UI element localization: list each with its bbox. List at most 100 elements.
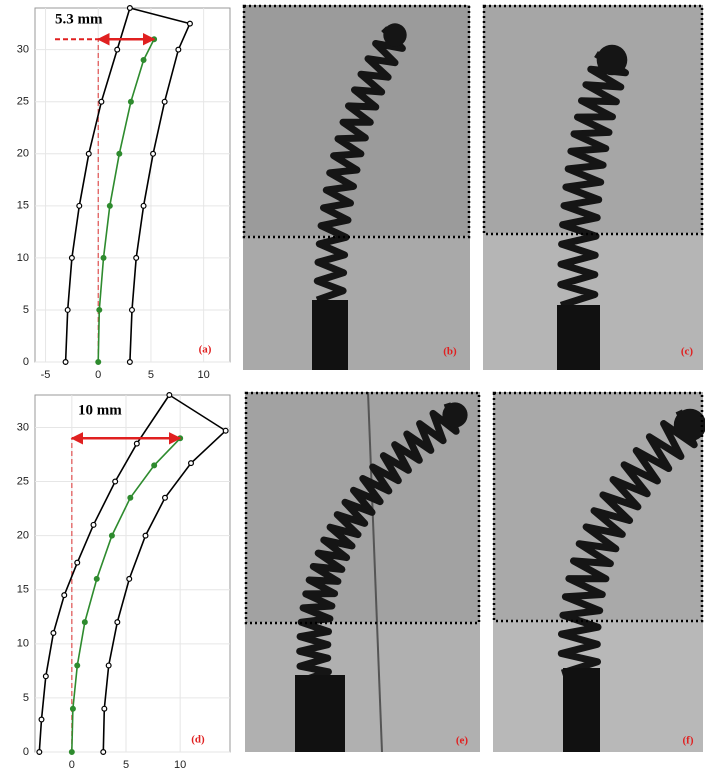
data-point [188,460,195,467]
data-point [74,662,81,669]
data-point [162,494,169,501]
data-point [100,254,107,261]
data-point [68,254,75,261]
x-tick-label: 0 [95,369,101,381]
data-point [42,673,49,680]
spring-tip [673,408,705,442]
data-point [61,592,68,599]
spring [296,402,460,685]
guide-wire [367,391,383,753]
annotation: 5.3 mm [55,11,103,27]
data-point [96,306,103,313]
data-point [93,575,100,582]
spring-tip [383,23,407,47]
x-tick-label: 5 [123,759,129,771]
base-tube [312,300,348,370]
y-tick-label: 10 [17,252,29,264]
spring [557,51,629,309]
y-tick-label: 15 [17,584,29,596]
data-point [140,202,147,209]
data-point [105,662,112,669]
data-point [142,532,149,539]
data-point [100,748,107,755]
data-point [126,359,133,366]
y-tick-label: 10 [17,638,29,650]
y-tick-label: 20 [17,530,29,542]
base-tube [557,305,600,370]
data-point [64,306,71,313]
data-point [222,427,229,434]
x-tick-label: 10 [174,759,186,771]
data-point [38,716,45,723]
dotted-frame [244,391,481,625]
series-line [129,23,191,363]
y-tick-label: 25 [17,475,29,487]
data-point [112,478,119,485]
y-tick-label: 30 [17,421,29,433]
dotted-frame [492,391,704,623]
data-point [127,98,134,105]
tip-segment [129,7,191,25]
y-tick-label: 5 [23,304,29,316]
data-point [175,46,182,53]
data-point [108,532,115,539]
panel-label: (d) [191,734,205,746]
data-point [101,705,108,712]
data-point [127,494,134,501]
panel-label: (b) [443,346,457,358]
base-tube [563,668,600,752]
data-point [161,98,168,105]
data-point [95,359,102,366]
x-tick-label: 0 [69,759,75,771]
base-tube [295,675,345,752]
data-point [116,150,123,157]
data-point [76,202,83,209]
y-tick-label: 0 [23,746,29,758]
data-point [106,202,113,209]
data-point [133,440,140,447]
panel-label: (f) [683,735,694,747]
data-point [133,254,140,261]
data-point [166,392,173,399]
data-point [62,359,69,366]
x-tick-label: -5 [41,369,51,381]
data-point [68,748,75,755]
data-point [126,4,133,12]
spring [313,26,406,304]
data-point [114,46,121,53]
series-line [64,7,131,363]
x-tick-label: 10 [198,369,210,381]
data-point [114,619,121,626]
spring-tip [442,402,468,428]
data-point [36,748,43,755]
y-tick-label: 15 [17,200,29,212]
data-point [81,619,88,626]
spring-tip [596,44,628,76]
y-tick-label: 0 [23,356,29,368]
y-tick-label: 5 [23,692,29,704]
data-point [98,98,105,105]
image-background [245,392,480,752]
panel-label: (a) [199,344,212,356]
spring [557,409,698,677]
panel-label: (c) [681,346,694,358]
dotted-frame [242,4,471,239]
x-tick-label: 5 [148,369,154,381]
data-point [90,521,97,528]
y-tick-label: 25 [17,96,29,108]
data-point [50,629,57,636]
tip-segment [168,394,227,432]
data-point [74,559,81,566]
y-tick-label: 30 [17,44,29,56]
data-point [151,462,158,469]
data-point [186,20,193,27]
data-point [69,705,76,712]
y-tick-label: 20 [17,148,29,160]
annotation: 10 mm [78,402,122,418]
series-line [97,38,155,363]
data-point [126,575,133,582]
panel-label: (e) [456,735,469,747]
dotted-frame [482,4,704,236]
plot-area [34,394,231,753]
